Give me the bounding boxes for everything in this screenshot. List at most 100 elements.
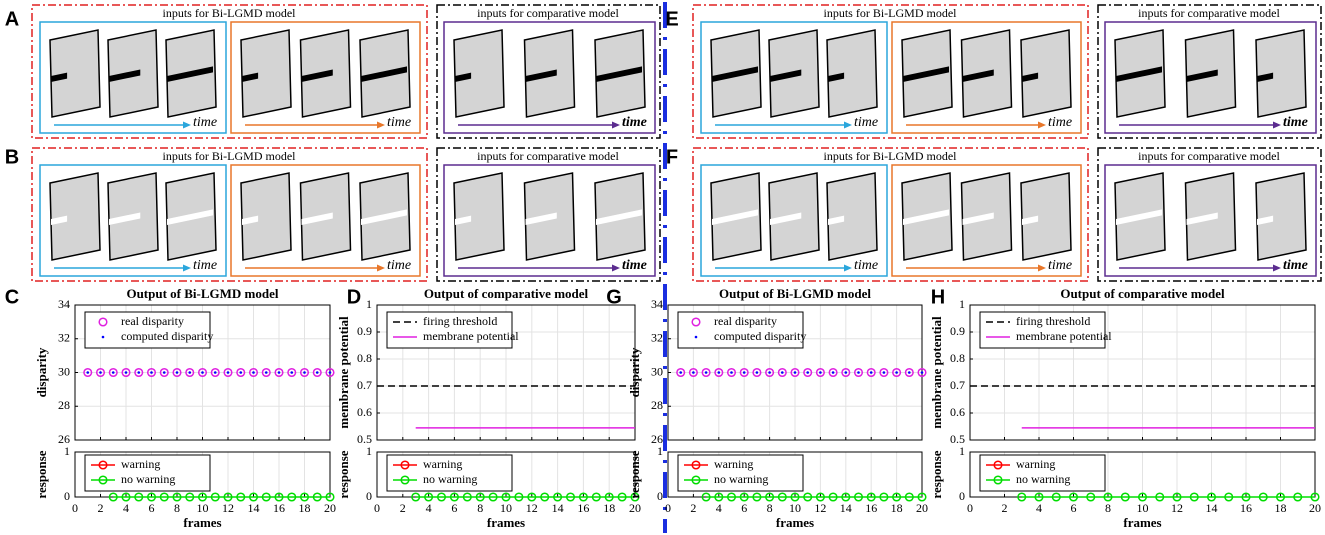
y-axis-label: disparity — [34, 347, 49, 397]
x-tick-label: 10 — [197, 501, 209, 515]
marker — [704, 371, 708, 374]
frame — [240, 172, 292, 261]
group-title: inputs for Bi-LGMD model — [163, 149, 297, 163]
x-tick-label: 18 — [299, 501, 311, 515]
x-tick-label: 12 — [222, 501, 234, 515]
marker — [315, 371, 319, 374]
marker — [692, 371, 695, 374]
x-tick-label: 2 — [400, 501, 406, 515]
legend-label: membrane potential — [423, 329, 519, 343]
marker — [1034, 492, 1044, 502]
marker — [857, 371, 860, 374]
bar — [596, 209, 642, 225]
y-tick-label: 1 — [959, 444, 965, 458]
panel-letter: C — [5, 286, 19, 308]
marker — [287, 367, 297, 378]
marker — [1137, 492, 1148, 502]
x-tick-label: 14 — [840, 501, 852, 515]
legend-box — [979, 454, 1106, 492]
marker — [714, 367, 724, 378]
bar — [1257, 72, 1274, 82]
legend-label: membrane potential — [1016, 329, 1112, 343]
marker — [325, 492, 335, 502]
marker — [904, 492, 914, 502]
panel-letter: F — [666, 146, 678, 168]
marker — [424, 492, 434, 502]
marker — [213, 371, 217, 374]
marker — [765, 492, 775, 502]
frame — [453, 172, 505, 261]
y-tick-label: 0 — [366, 489, 372, 503]
y-tick-label: 0.8 — [950, 351, 965, 365]
legend-swatch — [993, 475, 1003, 485]
x-tick-label: 6 — [1071, 501, 1077, 515]
marker — [828, 367, 838, 378]
marker — [197, 492, 208, 502]
x-tick-label: 20 — [1309, 501, 1321, 515]
y-tick-label: 0.5 — [357, 432, 372, 446]
marker — [175, 371, 179, 374]
x-tick-label: 8 — [1105, 501, 1111, 515]
time-label: time — [1048, 115, 1072, 130]
marker — [828, 492, 838, 502]
marker — [312, 367, 322, 378]
chart-title: Output of Bi-LGMD model — [719, 286, 871, 301]
bar — [455, 215, 472, 225]
marker — [1310, 492, 1320, 502]
frame — [1020, 29, 1072, 118]
frame — [826, 172, 878, 261]
marker — [908, 371, 911, 374]
marker — [768, 371, 771, 374]
y-tick-label: 32 — [651, 331, 663, 345]
x-tick-label: 18 — [891, 501, 903, 515]
marker — [146, 492, 157, 502]
legend-swatch — [694, 335, 698, 339]
y-tick-label: 26 — [651, 432, 663, 446]
legend-swatch — [98, 460, 108, 470]
x-tick-label: 0 — [374, 501, 380, 515]
y-tick-label: 34 — [58, 297, 70, 311]
x-tick-label: 10 — [500, 501, 512, 515]
x-tick-label: 2 — [1002, 501, 1008, 515]
marker — [879, 492, 889, 502]
legend-swatch — [400, 475, 410, 485]
bar — [242, 72, 259, 82]
x-tick-label: 16 — [577, 501, 589, 515]
marker — [815, 367, 825, 378]
x-tick-label: 6 — [451, 501, 457, 515]
group-title: inputs for comparative model — [477, 149, 619, 163]
x-tick-label: 12 — [814, 501, 826, 515]
legend-box — [386, 454, 513, 492]
bar — [1022, 215, 1039, 225]
marker — [299, 492, 310, 502]
marker — [197, 367, 208, 378]
x-tick-label: 6 — [741, 501, 747, 515]
x-tick-label: 4 — [123, 501, 129, 515]
plot-frame — [376, 304, 636, 441]
marker — [866, 367, 876, 378]
marker — [261, 492, 271, 502]
marker — [134, 367, 144, 378]
arrow-head — [1273, 121, 1281, 129]
x-tick-label: 12 — [526, 501, 538, 515]
marker — [325, 367, 335, 378]
y-tick-label: 0.6 — [357, 405, 372, 419]
bar — [903, 66, 949, 82]
time-label: time — [622, 115, 647, 130]
y-tick-label: 30 — [651, 364, 663, 378]
group-title: inputs for Bi-LGMD model — [163, 6, 297, 20]
marker — [726, 367, 737, 378]
marker — [714, 492, 724, 502]
bar — [962, 212, 994, 225]
marker — [328, 371, 332, 374]
outer-box — [436, 147, 661, 282]
marker — [527, 492, 537, 502]
marker — [185, 492, 195, 502]
marker — [565, 492, 576, 502]
marker — [701, 492, 711, 502]
marker — [1051, 492, 1061, 502]
marker — [1120, 492, 1130, 502]
marker — [553, 492, 563, 502]
marker — [277, 371, 281, 374]
